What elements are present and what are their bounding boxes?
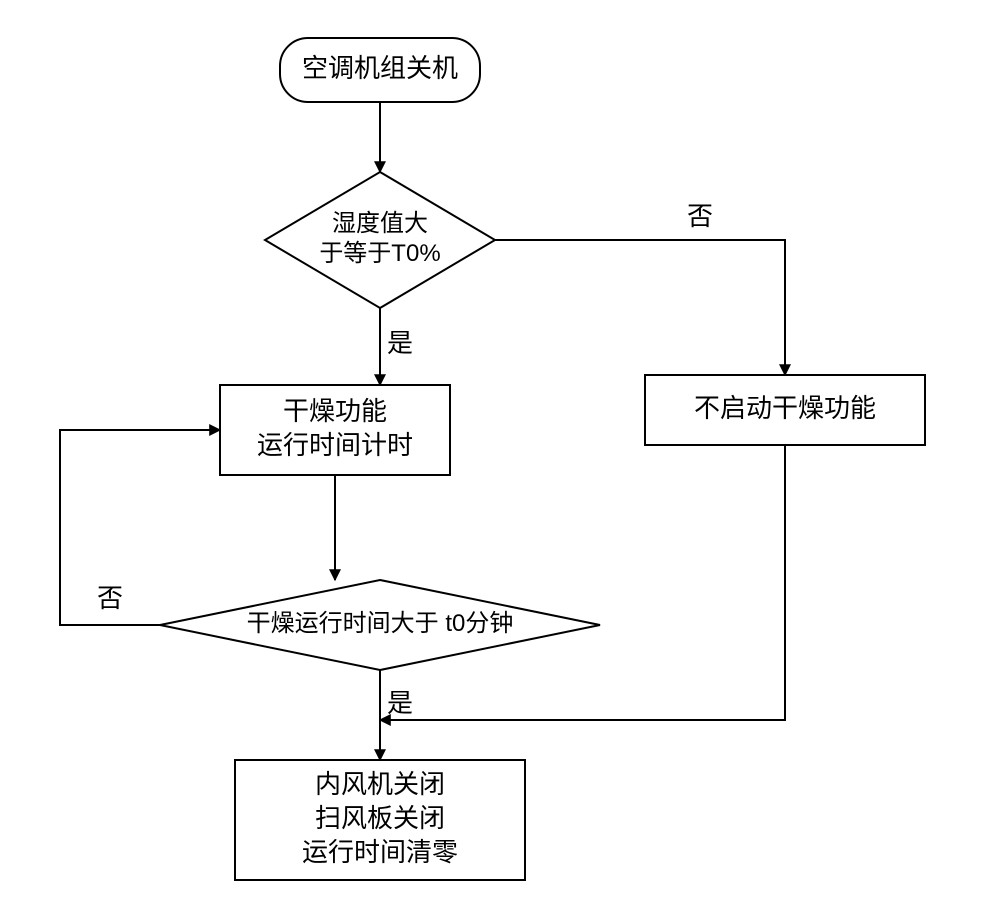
edge-e_nodry_merge [380,445,785,720]
edge-e_d1_no-label: 否 [687,201,713,231]
node-p_nodry: 不启动干燥功能 [645,375,925,445]
node-d1: 湿度值大于等于T0% [265,172,495,308]
flowchart-canvas: 空调机组关机湿度值大于等于T0% 干燥功能运行时间计时 不启动干燥功能干燥运行时间大… [0,0,1000,907]
edge-e_d2_yes_end: 是 [380,670,413,760]
edge-e_d2_no_loop-label: 否 [97,583,123,613]
node-p_end-label: 内风机关闭扫风板关闭运行时间清零 [302,769,458,867]
node-d2-label: 干燥运行时间大于 t0分钟 [247,610,514,637]
edge-e_d2_no_loop: 否 [60,430,220,625]
edge-e_d1_timer_yes: 是 [380,308,413,385]
edge-e_d2_yes_end-label: 是 [387,688,413,718]
node-d2: 干燥运行时间大于 t0分钟 [160,580,600,670]
edge-e_d1_timer_yes-label: 是 [387,328,413,358]
node-start: 空调机组关机 [280,38,480,102]
node-p_end: 内风机关闭扫风板关闭运行时间清零 [235,760,525,880]
node-start-label: 空调机组关机 [302,53,458,83]
node-p_timer: 干燥功能运行时间计时 [220,385,450,475]
node-p_nodry-label: 不启动干燥功能 [694,393,876,423]
edge-e_d1_no: 否 [495,201,785,375]
